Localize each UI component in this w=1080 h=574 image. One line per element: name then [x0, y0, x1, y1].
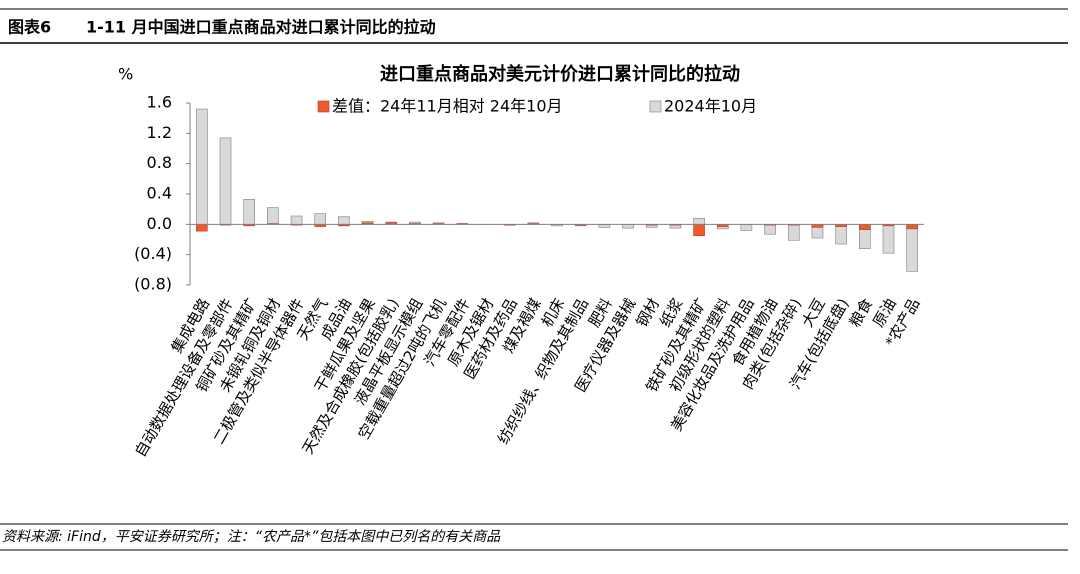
- y-tick-label: (0.4): [134, 244, 172, 263]
- bar: [741, 224, 752, 230]
- bar: [244, 199, 255, 224]
- bar: [338, 217, 349, 225]
- header-label: 图表6: [8, 18, 51, 37]
- legend-label: 2024年10月: [664, 97, 757, 116]
- y-tick-label: 0.8: [147, 153, 172, 172]
- chart-title: 进口重点商品对美元计价进口累计同比的拉动: [380, 63, 740, 85]
- bar: [907, 224, 918, 271]
- bar: [220, 138, 231, 224]
- legend-swatch: [318, 101, 329, 112]
- bar: [315, 214, 326, 225]
- bar: [623, 224, 634, 228]
- bar: [883, 224, 894, 253]
- legend-swatch: [650, 101, 661, 112]
- bar: [267, 208, 278, 225]
- bar: [859, 224, 870, 229]
- y-tick-label: 1.6: [147, 93, 172, 112]
- legend-label: 差值：24年11月相对 24年10月: [332, 97, 563, 116]
- bar: [907, 224, 918, 229]
- bar: [836, 224, 847, 244]
- bar: [765, 224, 776, 234]
- y-tick-label: 1.2: [147, 123, 172, 142]
- bar: [196, 109, 207, 224]
- x-tick-label: 钢材: [632, 295, 663, 330]
- bar: [788, 224, 799, 240]
- y-unit: %: [118, 65, 133, 84]
- bar: [694, 224, 705, 235]
- bar: [694, 218, 705, 224]
- y-tick-label: (0.8): [134, 275, 172, 294]
- bar: [291, 216, 302, 224]
- x-tick-label: 粮食: [846, 295, 877, 330]
- header-title: 1-11 月中国进口重点商品对进口累计同比的拉动: [86, 18, 436, 37]
- y-tick-label: 0.0: [147, 214, 172, 233]
- y-tick-label: 0.4: [147, 184, 172, 203]
- footer-note: 资料来源: iFind，平安证券研究所；注：“农产品*”包括本图中已列名的有关商…: [2, 529, 501, 545]
- bar: [196, 224, 207, 231]
